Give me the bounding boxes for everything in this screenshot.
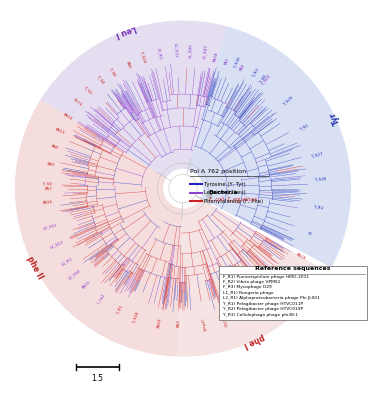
- Text: Tyrosine (Y, Tyr): Tyrosine (Y, Tyr): [205, 182, 246, 187]
- Text: F_S4: F_S4: [97, 75, 106, 85]
- Text: PA7: PA7: [44, 187, 52, 191]
- Text: Y_S28: Y_S28: [313, 176, 327, 182]
- Text: i_phe6: i_phe6: [199, 318, 205, 332]
- Wedge shape: [15, 100, 182, 356]
- Text: Y_R1) Pelagibacter phage HTVC011P: Y_R1) Pelagibacter phage HTVC011P: [223, 302, 303, 306]
- Text: PA16: PA16: [42, 200, 53, 205]
- Text: F_S8: F_S8: [109, 67, 117, 77]
- Text: PA18: PA18: [213, 51, 219, 62]
- FancyBboxPatch shape: [218, 266, 367, 320]
- Text: Y_S18: Y_S18: [132, 311, 140, 324]
- Wedge shape: [177, 198, 328, 357]
- Text: F_R1: F_R1: [115, 303, 123, 314]
- Text: Y_R2: Y_R2: [313, 205, 323, 210]
- Text: PA4: PA4: [239, 63, 245, 72]
- Text: F_S9: F_S9: [42, 182, 52, 186]
- Text: L2_S13: L2_S13: [49, 240, 64, 250]
- Text: 1.5: 1.5: [91, 374, 103, 384]
- Text: L2_S12: L2_S12: [42, 223, 58, 231]
- Text: Y_R2) Pelagibacter phage HTVC019P: Y_R2) Pelagibacter phage HTVC019P: [223, 307, 303, 311]
- Text: PA5: PA5: [125, 61, 132, 70]
- Text: Leucine (L, Leu): Leucine (L, Leu): [205, 190, 246, 195]
- Text: L1_R1) Ruegeria phage: L1_R1) Ruegeria phage: [223, 291, 274, 295]
- Circle shape: [169, 174, 197, 203]
- Text: Tyr: Tyr: [328, 110, 342, 126]
- Text: F_S016: F_S016: [219, 313, 228, 329]
- Text: phe II: phe II: [25, 254, 44, 280]
- Wedge shape: [41, 20, 227, 178]
- Text: Pol A 762 position: Pol A 762 position: [190, 169, 246, 174]
- Text: F_S24: F_S24: [139, 51, 147, 64]
- Text: L2_R1: L2_R1: [60, 256, 73, 266]
- Text: L1_S87: L1_S87: [201, 44, 208, 60]
- Text: L2_S14: L2_S14: [67, 268, 81, 280]
- Text: PA11: PA11: [82, 280, 92, 290]
- Text: PA13: PA13: [54, 127, 65, 135]
- Text: S173: S173: [72, 98, 83, 108]
- Text: Y_S29: Y_S29: [282, 95, 294, 106]
- Text: E. coli  T. aquaticus: E. coli T. aquaticus: [209, 198, 257, 202]
- Text: phe I: phe I: [242, 332, 266, 350]
- Text: F_R2) Vibrio phage VPMS1: F_R2) Vibrio phage VPMS1: [223, 280, 280, 284]
- Text: PA17: PA17: [262, 291, 272, 301]
- Text: Y_R3) Cellulophaga phage phi38:1: Y_R3) Cellulophaga phage phi38:1: [223, 312, 298, 316]
- Text: F_R1) Puniceispirilum phage HMO-2011: F_R1) Puniceispirilum phage HMO-2011: [223, 275, 309, 279]
- Text: PA9: PA9: [46, 162, 54, 168]
- Text: Y_S27: Y_S27: [310, 152, 323, 159]
- Text: F_S60: F_S60: [260, 73, 271, 85]
- Text: PA19: PA19: [296, 252, 306, 261]
- Text: F_S2: F_S2: [84, 86, 93, 96]
- Text: Y_R1: Y_R1: [299, 123, 310, 131]
- Text: PA8: PA8: [51, 144, 59, 150]
- Text: Y_S8: Y_S8: [259, 74, 267, 84]
- Text: PA3: PA3: [176, 320, 180, 327]
- Text: F_R3) Mycophage D29: F_R3) Mycophage D29: [223, 286, 272, 290]
- Text: Bacteria: Bacteria: [209, 190, 238, 195]
- Text: T7: T7: [305, 232, 312, 237]
- Text: L2_R1) Alphaproteobacteria phage Phi JL001: L2_R1) Alphaproteobacteria phage Phi JL0…: [223, 296, 320, 300]
- Text: PA14: PA14: [62, 112, 73, 121]
- Text: Phenylalanine (F, Phe): Phenylalanine (F, Phe): [205, 199, 264, 204]
- Text: L1_S95: L1_S95: [188, 43, 193, 58]
- Text: Y_R3: Y_R3: [251, 68, 259, 78]
- Text: PA12: PA12: [278, 276, 288, 286]
- Text: L1_S72: L1_S72: [173, 43, 178, 58]
- Text: PA1: PA1: [224, 57, 230, 65]
- Text: ii_na1: ii_na1: [95, 292, 106, 304]
- Text: PA10: PA10: [156, 317, 162, 328]
- Text: F_S23: F_S23: [237, 306, 245, 320]
- Text: Leu I: Leu I: [114, 23, 137, 38]
- Text: L1_R1: L1_R1: [156, 47, 162, 60]
- Text: Y_S30: Y_S30: [232, 56, 241, 69]
- Text: Reference sequences: Reference sequences: [255, 266, 330, 271]
- Wedge shape: [188, 26, 351, 268]
